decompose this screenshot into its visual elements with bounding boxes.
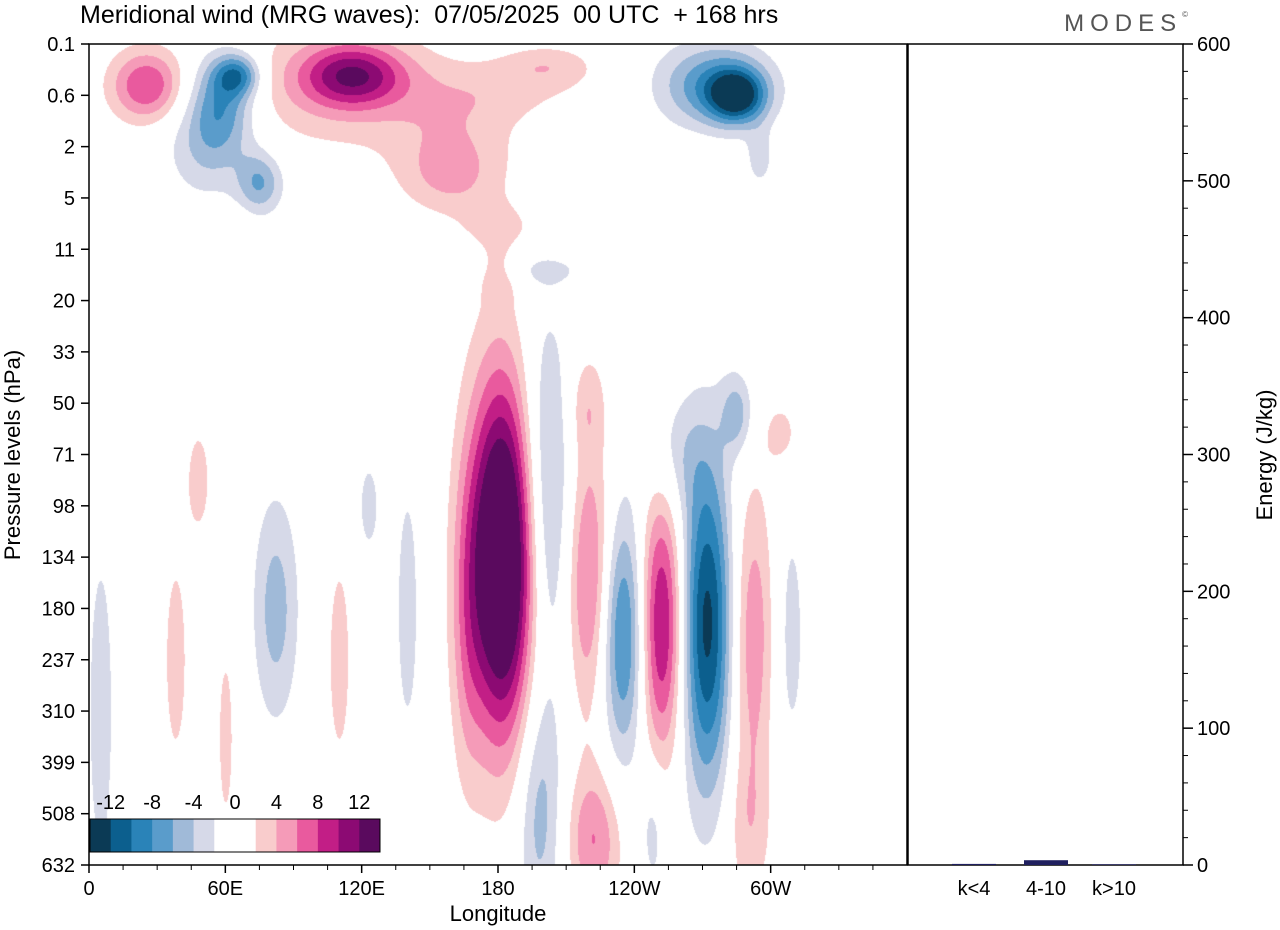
colorbar: -12 -8 -4 0 4 8 12 — [89, 792, 381, 853]
energy-tick-label: 600 — [1197, 34, 1230, 56]
colorbar-swatch — [172, 819, 195, 852]
modes-logo: MODES© — [1064, 10, 1188, 37]
colorbar-swatch — [359, 819, 381, 852]
colorbar-swatch — [90, 819, 112, 852]
colorbar-swatch — [338, 819, 360, 852]
colorbar-swatch — [193, 819, 215, 852]
colorbar-swatch — [297, 819, 319, 852]
pressure-tick-label: 399 — [42, 752, 75, 774]
pressure-tick-label: 134 — [42, 547, 75, 569]
y-axis-title: Pressure levels (hPa) — [0, 350, 25, 560]
energy-tick-label: 200 — [1197, 581, 1230, 603]
longitude-tick-label: 60W — [750, 878, 791, 900]
colorbar-swatch — [214, 819, 236, 852]
energy-tick-label: 0 — [1197, 855, 1208, 877]
colorbar-label: -12 — [96, 792, 125, 814]
energy-bar — [952, 863, 996, 865]
energy-bar — [1024, 860, 1068, 865]
energy-bars: k<4 4-10 k>10 — [952, 860, 1136, 900]
pressure-tick-label: 5 — [64, 188, 75, 210]
colorbar-swatch — [152, 819, 174, 852]
energy-tick-label: 400 — [1197, 308, 1230, 330]
colorbar-label: -8 — [143, 792, 161, 814]
colorbar-swatch — [317, 819, 340, 852]
heatmap-field — [89, 44, 907, 865]
x-axis-title: Longitude — [450, 901, 547, 926]
pressure-tick-label: 33 — [53, 342, 75, 364]
longitude-tick-label: 120E — [338, 878, 385, 900]
logo-text: MODES — [1064, 10, 1183, 37]
energy-tick-label: 100 — [1197, 718, 1230, 740]
colorbar-label: 8 — [312, 792, 323, 814]
energy-panel-frame — [907, 43, 1184, 866]
colorbar-swatch — [235, 819, 257, 852]
colorbar-swatch — [255, 819, 277, 852]
colorbar-frame — [89, 818, 381, 853]
colorbar-label: 4 — [271, 792, 282, 814]
pressure-tick-label: 20 — [53, 291, 75, 313]
colorbar-swatch — [276, 819, 298, 852]
colorbar-swatch — [131, 819, 153, 852]
energy-category-label: k>10 — [1092, 878, 1136, 900]
energy-axis-title: Energy (J/kg) — [1252, 390, 1277, 521]
pressure-tick-label: 2 — [64, 137, 75, 159]
pressure-tick-label: 310 — [42, 701, 75, 723]
pressure-tick-label: 71 — [53, 445, 75, 467]
pressure-tick-label: 0.6 — [47, 85, 75, 107]
energy-tick-label: 500 — [1197, 171, 1230, 193]
energy-tick-label: 300 — [1197, 445, 1230, 467]
colorbar-swatch — [110, 819, 132, 852]
longitude-tick-label: 0 — [83, 878, 94, 900]
heatmap-area — [89, 44, 907, 865]
energy-bar — [1092, 864, 1136, 865]
energy-axis: 0 100 200 300 400 500 600 — [1183, 34, 1230, 877]
pressure-tick-label: 237 — [42, 650, 75, 672]
pressure-tick-label: 11 — [54, 239, 75, 261]
pressure-axis: 0.1 0.6 2 5 11 20 33 50 71 98 134 180 237 310 399 508 63… — [42, 34, 89, 877]
longitude-tick-label: 180 — [481, 878, 514, 900]
pressure-tick-label: 0.1 — [47, 34, 75, 56]
pressure-tick-label: 632 — [42, 855, 75, 877]
energy-category-label: k<4 — [958, 878, 991, 900]
longitude-axis: 0 60E 120E 180 120W 60W — [83, 865, 874, 900]
colorbar-label: -4 — [185, 792, 203, 814]
pressure-tick-label: 50 — [53, 393, 75, 415]
pressure-tick-label: 180 — [42, 598, 75, 620]
longitude-tick-label: 60E — [208, 878, 244, 900]
colorbar-label: 12 — [348, 792, 370, 814]
pressure-tick-label: 98 — [53, 496, 75, 518]
energy-category-label: 4-10 — [1026, 878, 1066, 900]
colorbar-label: 0 — [229, 792, 240, 814]
chart-title: Meridional wind (MRG waves): 07/05/2025 … — [80, 1, 779, 29]
pressure-tick-label: 508 — [42, 804, 75, 826]
longitude-tick-label: 120W — [608, 878, 660, 900]
